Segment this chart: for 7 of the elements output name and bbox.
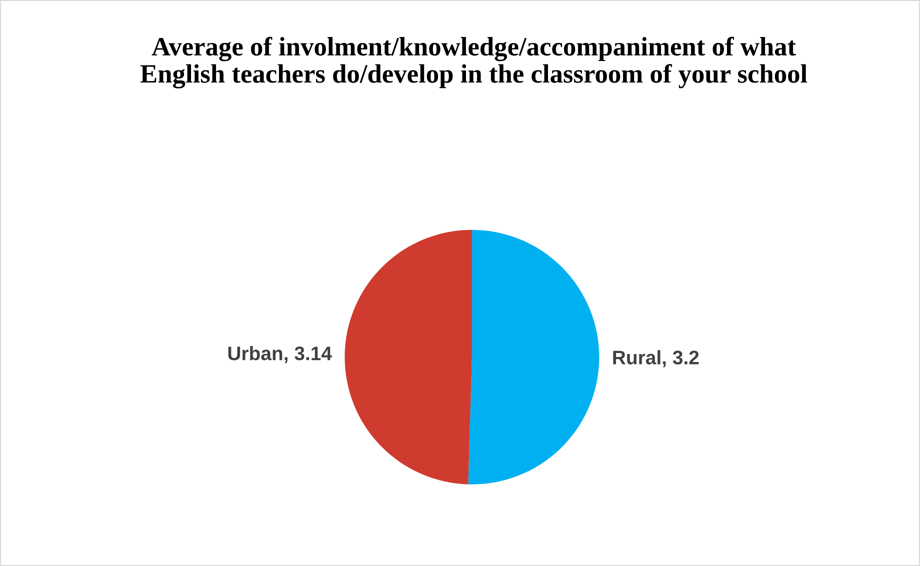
- slice-label: Rural: [613, 350, 660, 364]
- slice-label: Urban: [228, 346, 282, 360]
- data-label: , 3.14: [284, 346, 332, 364]
- pie-slice: [468, 230, 600, 484]
- pie-slice: [344, 230, 472, 484]
- data-label: , 3.2: [662, 350, 699, 368]
- chart-title: Average of involment/knowledge/accompaniment of what English teachers do/develop in the classroom of your school: [140, 36, 808, 88]
